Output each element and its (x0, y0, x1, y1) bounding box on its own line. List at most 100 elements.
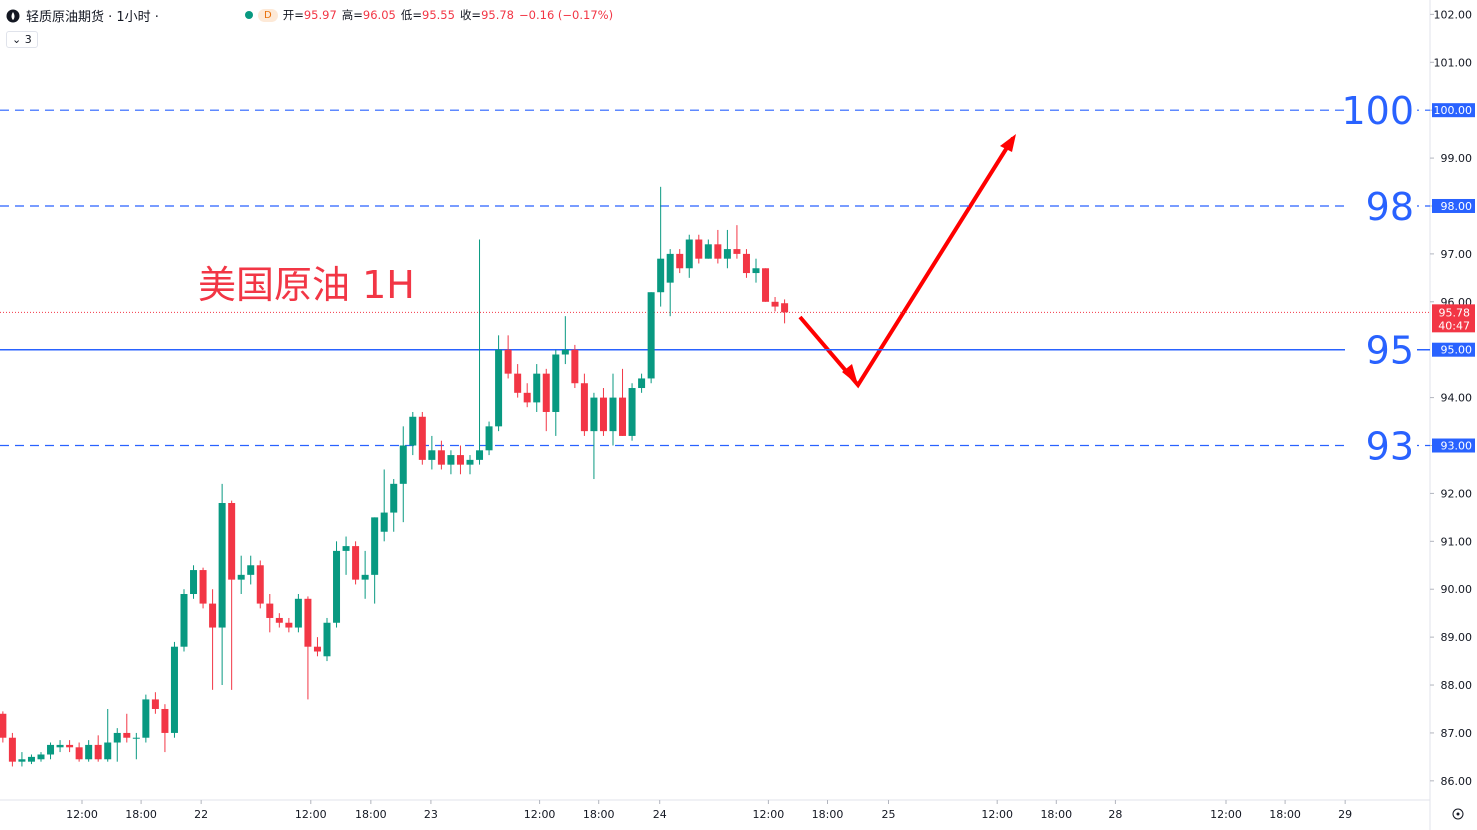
x-tick-label: 22 (194, 808, 208, 821)
candle-body (666, 253, 674, 283)
y-tick-label: 94.00 (1441, 392, 1473, 405)
symbol-header: 轻质原油期货 · 1小时 · (6, 6, 159, 25)
candle-body (285, 622, 293, 628)
change: −0.16 (−0.17%) (519, 8, 614, 22)
candle-body (514, 373, 522, 393)
candle-body (752, 268, 760, 274)
candle-body (409, 416, 417, 446)
candle-body (723, 249, 731, 259)
candle-body (533, 373, 541, 403)
y-tick-label: 91.00 (1441, 535, 1473, 548)
candle-body (695, 239, 703, 259)
candle-body (113, 732, 121, 743)
level-axis-box (1432, 103, 1475, 118)
level-axis-box (1432, 342, 1475, 357)
candle-body (418, 416, 426, 460)
level-label-bg (1345, 88, 1417, 133)
x-tick-label: 18:00 (1269, 808, 1301, 821)
candle-body (599, 397, 607, 432)
level-label-bg (1345, 327, 1417, 372)
ohlc-label: 低= (400, 8, 422, 22)
settings-icon[interactable] (1452, 808, 1464, 820)
candle-body (571, 349, 579, 384)
y-tick-label: 92.00 (1441, 487, 1473, 500)
candle-body (94, 744, 102, 760)
candle-body (199, 570, 207, 604)
candle-body (313, 646, 321, 652)
candle-body (733, 249, 741, 254)
candle-body (18, 759, 26, 762)
current-price-label: 95.78 (1439, 306, 1471, 319)
interval-count: 3 (24, 33, 32, 46)
ohlc-label: 高= (341, 8, 363, 22)
level-axis-box (1432, 438, 1475, 453)
level-label: 95 (1366, 329, 1414, 373)
y-tick-label: 102.00 (1434, 8, 1473, 21)
candle-body (704, 244, 712, 259)
candle-body (209, 603, 217, 628)
arrow-head (842, 364, 858, 385)
candle-body (56, 744, 64, 748)
candle-body (542, 373, 550, 412)
candle-body (552, 354, 560, 412)
candle-body (85, 744, 93, 760)
level-axis-label: 100.00 (1434, 104, 1473, 117)
candle-body (266, 603, 274, 618)
x-tick-label: 28 (1108, 808, 1122, 821)
symbol-title: 轻质原油期货 · 1小时 · (26, 10, 159, 25)
candle-body (781, 303, 789, 313)
candle-body (523, 392, 531, 403)
candle-body (428, 450, 436, 460)
candle-body (590, 397, 598, 432)
level-axis-label: 95.00 (1441, 344, 1473, 357)
ohlc-value: 95.97 (303, 8, 337, 22)
candle-body (170, 646, 178, 733)
y-tick-label: 90.00 (1441, 583, 1473, 596)
countdown-label: 40:47 (1438, 319, 1470, 332)
x-tick-label: 18:00 (1040, 808, 1072, 821)
x-tick-label: 23 (424, 808, 438, 821)
candle-body (647, 292, 655, 379)
candle-body (161, 708, 169, 733)
ohlc-label: 收= (459, 8, 482, 22)
candle-body (762, 268, 770, 302)
y-tick-label: 97.00 (1441, 248, 1473, 261)
candle-body (380, 512, 388, 532)
x-tick-label: 12:00 (295, 808, 327, 821)
candle-body (657, 258, 665, 293)
candle-body (256, 565, 264, 604)
candle-body (352, 546, 360, 580)
badge: D (258, 8, 278, 22)
candle-body (476, 450, 484, 460)
candle-body (333, 550, 341, 623)
candle-body (237, 574, 245, 580)
candle-body (371, 517, 379, 575)
x-tick-label: 29 (1338, 808, 1352, 821)
candle-body (742, 253, 750, 274)
x-tick-label: 12:00 (66, 808, 98, 821)
candle-body (66, 744, 74, 748)
candle-body (447, 455, 455, 465)
candle-body (628, 388, 636, 436)
y-tick-label: 99.00 (1441, 152, 1473, 165)
candle-body (609, 397, 617, 432)
candle-body (190, 570, 198, 595)
level-label: 98 (1366, 185, 1414, 229)
x-tick-label: 12:00 (524, 808, 556, 821)
candle-body (361, 574, 369, 580)
level-label-bg (1345, 423, 1417, 468)
candle-body (294, 598, 302, 628)
candle-body (580, 383, 588, 432)
x-tick-label: 12:00 (981, 808, 1013, 821)
level-label: 100 (1341, 89, 1414, 133)
candle-body (619, 397, 627, 436)
x-tick-label: 12:00 (753, 808, 785, 821)
candle-body (456, 455, 464, 465)
ohlc-value: 96.05 (362, 8, 396, 22)
candle-body (8, 737, 16, 762)
interval-toggle[interactable]: ⌄ 3 (6, 31, 38, 48)
candle-body (142, 699, 150, 738)
level-label: 93 (1366, 425, 1414, 469)
x-tick-label: 18:00 (812, 808, 844, 821)
